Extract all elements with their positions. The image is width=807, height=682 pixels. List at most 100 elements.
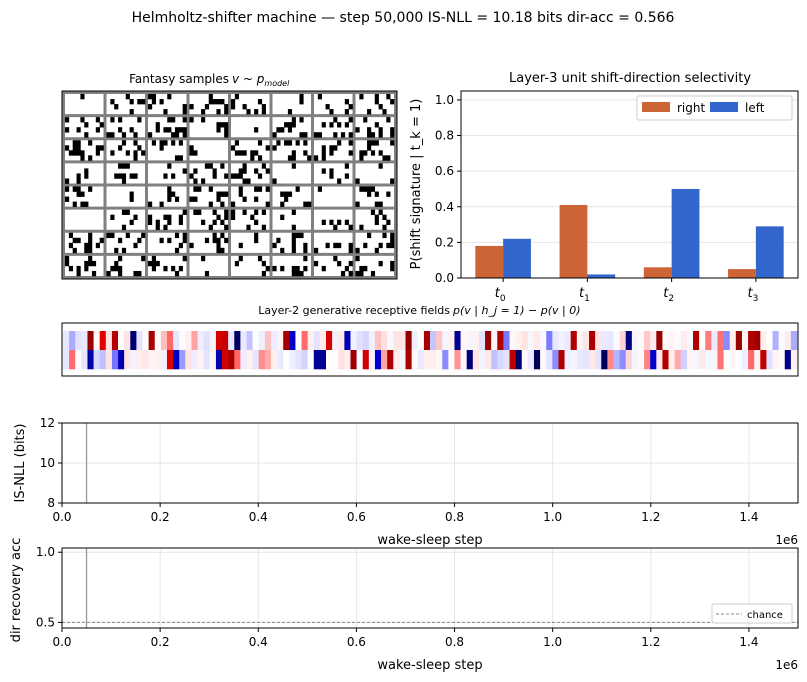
- fantasy-pixel: [261, 109, 266, 115]
- fantasy-pixel: [355, 247, 360, 254]
- acc-legend-label: chance: [747, 610, 783, 621]
- bar-left-t0: [503, 238, 531, 278]
- nll-xtick-label: 1.4: [739, 510, 758, 524]
- field-cell: [472, 331, 480, 351]
- field-cell: [595, 331, 602, 351]
- fantasy-pixel: [378, 150, 383, 156]
- fantasy-pixel: [141, 99, 146, 105]
- nll-ylabel: IS-NLL (bits): [13, 424, 28, 503]
- field-cell: [644, 331, 651, 351]
- bar-xtick-label: t0: [495, 286, 506, 304]
- acc-xlabel: wake-sleep step: [377, 658, 482, 673]
- nll-chart-grid: [61, 422, 798, 504]
- fantasy-pixel: [272, 132, 277, 138]
- fantasy-pixel: [171, 140, 176, 146]
- fantasy-pixel: [291, 232, 296, 239]
- fantasy-pixel: [76, 178, 81, 184]
- fantasy-pixel: [220, 232, 225, 239]
- fantasy-pixel: [110, 150, 115, 156]
- field-cell: [142, 331, 149, 351]
- field-cell: [552, 350, 559, 370]
- field-cell: [368, 350, 376, 370]
- fantasy-pixel: [95, 150, 100, 156]
- fantasy-pixel: [114, 247, 119, 254]
- field-cell: [436, 350, 443, 370]
- fantasy-title-math: v ~ pmodel: [232, 72, 290, 88]
- fantasy-pixel: [231, 209, 236, 215]
- field-cell: [711, 331, 718, 351]
- field-cell: [270, 350, 278, 370]
- field-cell: [625, 350, 633, 370]
- field-cell: [393, 331, 400, 351]
- fantasy-pixel: [280, 191, 285, 197]
- fantasy-pixel: [178, 140, 183, 146]
- fantasy-pixel: [333, 117, 338, 123]
- fantasy-pixel: [76, 186, 81, 192]
- field-cell: [656, 350, 663, 370]
- field-cell: [283, 350, 290, 370]
- fantasy-pixel: [167, 186, 172, 192]
- fantasy-pixel: [216, 99, 221, 105]
- field-cell: [430, 350, 437, 370]
- fantasy-pixel: [246, 224, 251, 231]
- bar-left-t3: [755, 226, 784, 278]
- fantasy-pixel: [321, 150, 326, 156]
- field-cell: [760, 331, 767, 351]
- fantasy-pixel: [355, 270, 360, 277]
- fantasy-pixel: [359, 265, 364, 272]
- fantasy-sample-grid: [61, 90, 398, 280]
- fantasy-pixel: [378, 260, 383, 267]
- fantasy-pixel: [178, 265, 183, 272]
- fantasy-pixel: [329, 122, 334, 128]
- fields-title-math: p(v | h_j = 1) − p(v | 0): [452, 304, 581, 317]
- fantasy-pixel: [254, 232, 259, 239]
- acc-xtick-label: 1.4: [739, 635, 758, 649]
- field-cell: [705, 331, 712, 351]
- field-cell: [546, 331, 553, 351]
- fantasy-pixel: [88, 242, 93, 249]
- fantasy-pixel: [367, 109, 372, 115]
- field-cell: [301, 331, 308, 351]
- fantasy-pixel: [242, 178, 247, 184]
- nll-xtick-label: 0.2: [151, 510, 170, 524]
- field-cell: [601, 331, 608, 351]
- field-cell: [454, 331, 461, 351]
- fantasy-pixel: [148, 260, 153, 267]
- fantasy-pixel: [193, 209, 198, 215]
- field-cell: [258, 331, 266, 351]
- fantasy-pixel: [137, 145, 142, 151]
- field-cell: [252, 331, 260, 351]
- fantasy-pixel: [317, 132, 322, 138]
- fantasy-pixel: [178, 127, 183, 133]
- fantasy-pixel: [220, 163, 225, 169]
- fantasy-pixel: [121, 163, 127, 169]
- fantasy-pixel: [174, 270, 180, 277]
- field-cell: [173, 331, 180, 351]
- fantasy-pixel: [287, 122, 293, 128]
- nll-xtick-label: 1.2: [641, 510, 660, 524]
- fantasy-pixel: [167, 214, 172, 220]
- fantasy-pixel: [148, 104, 153, 110]
- fantasy-pixel: [291, 155, 296, 161]
- fantasy-pixel: [378, 209, 383, 215]
- field-cell: [344, 350, 351, 370]
- fantasy-pixel: [65, 260, 70, 267]
- fantasy-pixel: [163, 214, 168, 220]
- fantasy-pixel: [76, 265, 81, 272]
- fantasy-pixel: [189, 173, 194, 179]
- acc-xtick-label: 0.4: [249, 635, 268, 649]
- field-cell: [246, 350, 253, 370]
- fantasy-pixel: [76, 145, 81, 151]
- fantasy-pixel: [299, 117, 304, 123]
- field-cell: [75, 350, 82, 370]
- nll-xtick-label: 0.4: [249, 510, 268, 524]
- fantasy-pixel: [114, 104, 119, 110]
- fantasy-pixel: [374, 247, 379, 254]
- field-cell: [301, 350, 308, 370]
- fantasy-sample: [148, 94, 187, 115]
- fantasy-pixel: [129, 109, 134, 115]
- fantasy-pixel: [321, 219, 326, 226]
- field-cell: [118, 350, 125, 370]
- field-cell: [240, 331, 247, 351]
